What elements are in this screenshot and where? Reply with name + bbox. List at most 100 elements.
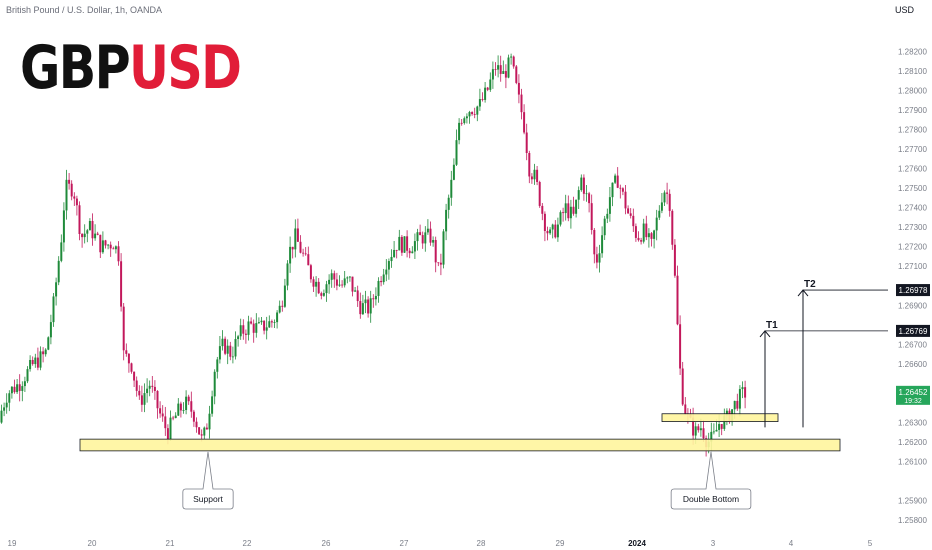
bearish-candle [242,319,245,340]
candle-body [512,56,515,67]
bearish-candle [593,228,596,264]
candle-body [616,175,619,188]
bearish-candle [543,211,546,242]
bullish-candle [208,405,211,439]
bullish-candle [268,315,271,328]
candle-body [463,118,466,124]
candle-body [44,349,47,355]
bearish-candle [637,231,640,242]
bullish-candle [0,404,3,424]
double-bottom-callout[interactable]: Double Bottom [670,451,752,510]
time-tick-label: 21 [166,539,175,548]
bullish-candle [585,185,588,202]
candle-body [575,199,578,214]
t2-target[interactable]: T2 1.26978 [797,279,930,428]
candle-body [424,232,427,244]
bullish-candle [86,228,89,243]
support-callout[interactable]: Support [182,451,234,510]
bearish-candle [406,230,409,258]
candle-body [101,240,104,253]
resistance-zone[interactable] [661,413,779,422]
candle-body [107,244,110,246]
candle-body [627,208,630,214]
candle-body [642,223,645,242]
bullish-candle [491,61,494,89]
bearish-candle [408,248,411,259]
t1-target[interactable]: T1 1.26769 [759,320,930,428]
candle-body [268,321,271,328]
bearish-candle [96,231,99,236]
candle-body [608,197,611,214]
candle-body [437,262,440,264]
candle-body [653,230,656,239]
candle-body [205,427,208,430]
candle-body [710,431,713,442]
candle-body [270,321,273,323]
bullish-candle [101,231,104,254]
candle-body [182,410,185,411]
candle-body [398,236,401,251]
bullish-candle [29,355,32,372]
bullish-candle [325,280,328,302]
bearish-candle [351,276,354,297]
bullish-candle [476,105,479,122]
bearish-candle [572,196,575,216]
price-tick-label: 1.26200 [898,438,927,447]
candle-body [569,206,572,219]
candle-body [624,191,627,209]
bearish-candle [515,64,518,85]
logo-base-currency: GBP [20,33,131,103]
candle-body [120,261,123,307]
bullish-candle [26,366,29,384]
candle-body [109,244,112,249]
candle-body [68,179,71,184]
bearish-candle [720,423,723,436]
candle-body [655,217,658,231]
support-zone[interactable] [79,438,841,452]
candle-body [458,122,461,141]
candle-body [283,285,286,307]
price-axis[interactable]: 1.25800 1.25900 1.26100 1.26200 1.26300 1.266… [896,47,930,525]
candle-body [304,253,307,255]
bearish-candle [624,185,627,215]
bearish-candle [156,390,159,419]
candle-body [151,385,154,387]
candle-body [465,116,468,119]
candle-body [104,240,107,246]
candle-body [49,322,52,338]
bearish-candle [645,215,648,241]
candle-body [161,413,164,417]
bearish-candle [229,341,232,361]
candle-body [671,210,674,245]
bullish-candle [83,224,86,244]
time-axis[interactable]: 19 20 21 22 26 27 28 29 2024 3 4 5 [8,539,873,548]
candle-body [135,380,138,391]
bullish-candle [403,236,406,253]
bullish-candle [88,218,91,231]
bearish-candle [151,375,154,393]
candle-body [408,250,411,254]
bullish-candle [497,55,500,78]
candle-body [744,387,747,398]
bearish-candle [619,184,622,199]
price-tick-label: 1.27900 [898,106,927,115]
candle-body [57,260,60,283]
candle-body [681,368,684,405]
bullish-candle [442,229,445,269]
candle-body [413,241,416,252]
candle-body [229,345,232,357]
candle-body [18,384,21,391]
bullish-candle [608,187,611,222]
bullish-candle [468,110,471,124]
bullish-candle [564,194,567,221]
candle-body [322,293,325,296]
candle-body [216,359,219,372]
candle-body [211,396,214,414]
bullish-candle [322,289,325,297]
bullish-candle [603,215,606,240]
bearish-candle [504,64,507,89]
candle-body [679,324,682,369]
bullish-candle [655,209,658,241]
